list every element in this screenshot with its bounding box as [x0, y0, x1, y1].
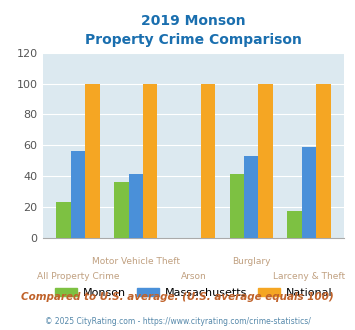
Bar [85, 83, 100, 238]
Bar [244, 156, 258, 238]
Text: Arson: Arson [181, 272, 206, 281]
Bar [71, 151, 85, 238]
Legend: Monson, Massachusetts, National: Monson, Massachusetts, National [50, 284, 337, 303]
Bar [287, 212, 302, 238]
Bar [230, 175, 244, 238]
Text: Burglary: Burglary [232, 257, 271, 266]
Title: 2019 Monson
Property Crime Comparison: 2019 Monson Property Crime Comparison [85, 14, 302, 48]
Bar [316, 83, 331, 238]
Bar [143, 83, 157, 238]
Text: Compared to U.S. average. (U.S. average equals 100): Compared to U.S. average. (U.S. average … [21, 292, 334, 302]
Text: All Property Crime: All Property Crime [37, 272, 119, 281]
Text: Larceny & Theft: Larceny & Theft [273, 272, 345, 281]
Bar [114, 182, 129, 238]
Bar [201, 83, 215, 238]
Bar [56, 202, 71, 238]
Bar [302, 147, 316, 238]
Bar [129, 175, 143, 238]
Text: © 2025 CityRating.com - https://www.cityrating.com/crime-statistics/: © 2025 CityRating.com - https://www.city… [45, 317, 310, 326]
Text: Motor Vehicle Theft: Motor Vehicle Theft [92, 257, 180, 266]
Bar [258, 83, 273, 238]
